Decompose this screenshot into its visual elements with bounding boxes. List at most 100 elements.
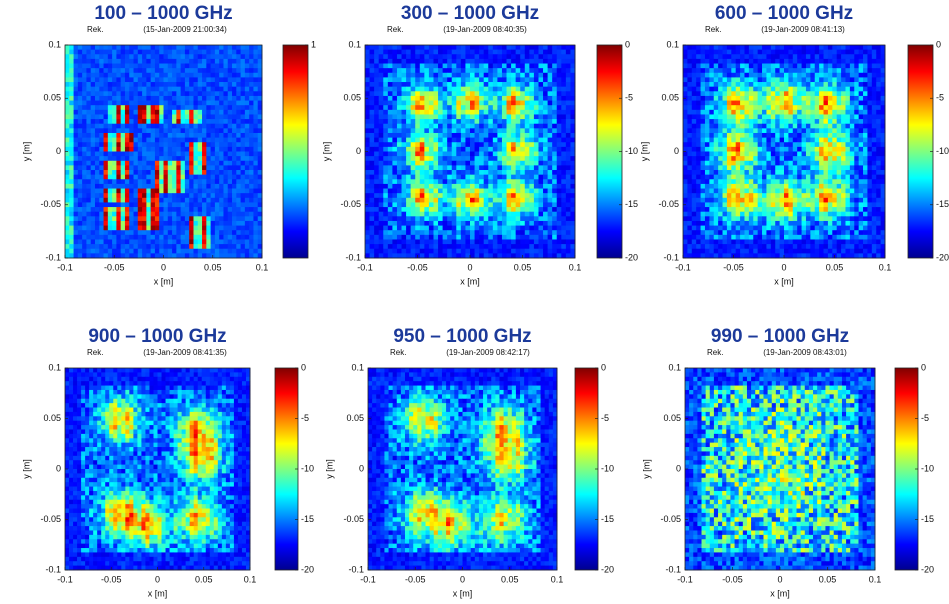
image-pixel (524, 82, 530, 88)
image-pixel (447, 156, 453, 162)
image-pixel (511, 119, 517, 125)
image-pixel (406, 45, 412, 51)
image-pixel (823, 86, 829, 92)
image-pixel (374, 95, 380, 101)
image-pixel (167, 188, 173, 194)
image-pixel (788, 58, 794, 64)
image-pixel (836, 68, 842, 74)
image-pixel (419, 105, 425, 111)
image-pixel (90, 82, 96, 88)
image-pixel (176, 128, 182, 134)
image-pixel (172, 151, 177, 157)
image-pixel (533, 193, 539, 199)
image-pixel (189, 128, 194, 134)
image-pixel (103, 105, 109, 111)
image-pixel (90, 95, 96, 101)
image-pixel (506, 202, 512, 208)
image-pixel (561, 63, 567, 69)
image-pixel (150, 174, 156, 180)
image-pixel (451, 105, 457, 111)
image-pixel (497, 91, 503, 97)
image-pixel (90, 225, 96, 231)
image-pixel (69, 174, 74, 180)
image-pixel (120, 100, 126, 106)
image-pixel (257, 188, 263, 194)
image-pixel (163, 91, 169, 97)
image-pixel (159, 77, 164, 83)
image-pixel (82, 132, 87, 139)
image-pixel (479, 160, 485, 166)
image-pixel (858, 68, 864, 74)
image-pixel (561, 91, 567, 97)
image-pixel (163, 156, 169, 162)
image-pixel (124, 137, 130, 143)
image-pixel (236, 202, 241, 208)
image-pixel (460, 248, 466, 254)
image-pixel (470, 146, 475, 152)
image-pixel (406, 68, 412, 74)
image-pixel (116, 197, 122, 203)
image-pixel (722, 105, 728, 111)
image-pixel (497, 230, 503, 236)
image-pixel (65, 216, 70, 222)
image-pixel (460, 220, 466, 226)
image-pixel (219, 244, 224, 250)
image-pixel (547, 95, 553, 101)
image-pixel (465, 151, 471, 157)
image-pixel (841, 100, 846, 106)
image-pixel (810, 105, 816, 111)
image-pixel (240, 165, 246, 171)
image-pixel (392, 109, 398, 115)
image-pixel (691, 54, 697, 60)
image-pixel (410, 86, 416, 92)
image-pixel (210, 211, 216, 217)
image-pixel (561, 248, 567, 254)
image-pixel (770, 105, 776, 111)
image-pixel (193, 179, 199, 185)
image-pixel (214, 188, 220, 194)
image-pixel (871, 82, 877, 88)
image-pixel (565, 142, 571, 148)
image-pixel (543, 239, 549, 245)
image-pixel (236, 63, 241, 69)
image-pixel (210, 82, 216, 88)
image-pixel (99, 100, 104, 106)
image-pixel (172, 165, 177, 171)
image-pixel (447, 132, 453, 139)
image-pixel (65, 54, 70, 60)
image-pixel (460, 151, 466, 157)
image-pixel (424, 109, 430, 115)
image-pixel (552, 132, 558, 139)
image-pixel (103, 128, 109, 134)
colorbar (596, 44, 623, 259)
image-pixel (524, 202, 530, 208)
image-pixel (438, 179, 444, 185)
image-pixel (73, 105, 79, 111)
image-pixel (470, 132, 475, 139)
image-pixel (515, 132, 521, 139)
image-pixel (456, 109, 462, 115)
image-pixel (383, 142, 389, 148)
image-pixel (236, 114, 241, 120)
image-pixel (460, 114, 466, 120)
image-pixel (465, 160, 471, 166)
image-pixel (814, 72, 820, 78)
image-pixel (392, 119, 398, 125)
image-pixel (240, 142, 246, 148)
image-pixel (433, 160, 439, 166)
image-pixel (438, 248, 444, 254)
image-pixel (107, 128, 113, 134)
image-pixel (524, 253, 530, 259)
image-pixel (858, 45, 864, 51)
image-pixel (172, 58, 177, 64)
image-pixel (184, 160, 190, 166)
image-pixel (387, 197, 393, 203)
image-pixel (244, 207, 250, 213)
image-pixel (447, 170, 453, 176)
image-pixel (232, 68, 237, 74)
image-pixel (387, 183, 393, 189)
image-pixel (150, 86, 156, 92)
image-pixel (419, 197, 425, 203)
